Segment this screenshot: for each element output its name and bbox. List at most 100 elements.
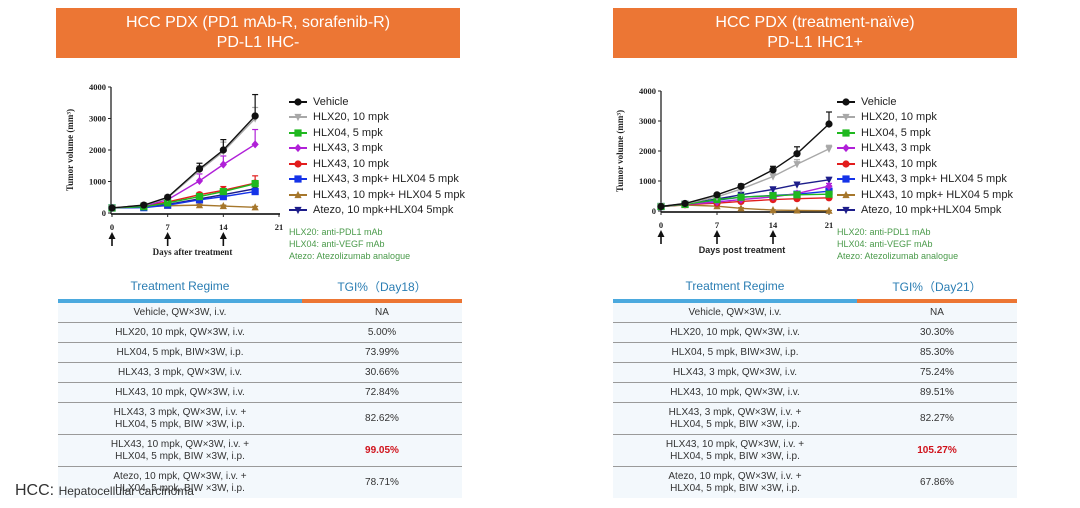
legend-label: HLX43, 3 mpk+ HLX04 5 mpk bbox=[861, 173, 1007, 186]
table-row: HLX43, 10 mpk, QW×3W, i.v. + HLX04, 5 mpk… bbox=[58, 435, 462, 467]
data-point bbox=[793, 150, 801, 158]
legend-label: HLX43, 10 mpk+ HLX04 5 mpk bbox=[313, 188, 465, 201]
series-hlx20-10-mpk bbox=[108, 106, 259, 213]
dosing-arrow-icon bbox=[219, 232, 227, 246]
regime-line: HLX04, 5 mpk, BIW ×3W, i.p. bbox=[115, 482, 245, 494]
legend-symbol bbox=[294, 160, 302, 168]
legend-label: HLX43, 10 mpk bbox=[313, 157, 389, 170]
table-row: HLX43, 3 mpk, QW×3W, i.v. + HLX04, 5 mpk,… bbox=[58, 403, 462, 435]
legend-item: HLX43, 3 mpk bbox=[289, 141, 465, 157]
legend-symbol bbox=[294, 144, 302, 153]
data-point bbox=[769, 186, 777, 194]
tgi-table: Treatment Regime TGI%（Day18） Vehicle, QW×3… bbox=[58, 273, 462, 498]
x-tick-label: 7 bbox=[715, 220, 720, 230]
regime-cell: HLX43, 10 mpk, QW×3W, i.v. bbox=[58, 387, 302, 399]
tgi-value: 75.24% bbox=[920, 366, 954, 378]
data-point bbox=[195, 201, 204, 209]
data-point bbox=[793, 206, 801, 214]
y-tick-label: 3000 bbox=[89, 114, 106, 124]
tgi-value: 105.27% bbox=[917, 444, 957, 456]
y-tick-label: 0 bbox=[652, 206, 656, 216]
legend-item: HLX20, 10 mpk bbox=[837, 110, 1013, 126]
legend-marker-icon bbox=[837, 143, 855, 153]
data-point bbox=[164, 199, 172, 207]
chart-legend: Vehicle HLX20, 10 mpk HLX04, 5 mpk HLX43, 3… bbox=[837, 94, 1013, 262]
tgi-value: 73.99% bbox=[365, 346, 399, 358]
legend-item: HLX04, 5 mpk bbox=[289, 125, 465, 141]
table-row: HLX43, 3 mpk, QW×3W, i.v. 30.66% bbox=[58, 363, 462, 383]
note-line: Atezo: Atezolizumab analogue bbox=[837, 251, 959, 261]
tgi-value: 82.62% bbox=[365, 412, 399, 424]
note-line: HLX20: anti-PDL1 mAb bbox=[289, 227, 383, 237]
series-line bbox=[111, 115, 256, 209]
y-tick-label: 4000 bbox=[89, 82, 106, 92]
data-point bbox=[825, 120, 833, 128]
table-row: HLX43, 10 mpk, QW×3W, i.v. 89.51% bbox=[613, 383, 1017, 403]
data-point bbox=[195, 176, 204, 185]
data-point bbox=[825, 182, 833, 191]
y-tick-label: 1000 bbox=[639, 176, 656, 186]
table-row: HLX43, 10 mpk, QW×3W, i.v. 72.84% bbox=[58, 383, 462, 403]
data-point bbox=[219, 187, 227, 196]
table-row: HLX20, 10 mpk, QW×3W, i.v. 5.00% bbox=[58, 323, 462, 343]
legend-symbol bbox=[842, 160, 850, 168]
footnote: HCC: Hepatocellular carcinoma bbox=[15, 482, 194, 500]
regime-line: HLX43, 3 mpk, QW×3W, i.v. + bbox=[113, 406, 247, 418]
data-point bbox=[195, 165, 204, 173]
panel-left: HCC PDX (PD1 mAb-R, sorafenib-R) PD-L1 I… bbox=[0, 0, 540, 498]
y-tick-label: 2000 bbox=[89, 145, 106, 155]
tgi-value: NA bbox=[930, 306, 944, 318]
legend-marker-icon bbox=[289, 128, 307, 138]
data-point bbox=[219, 160, 227, 169]
legend-item: Vehicle bbox=[837, 94, 1013, 110]
legend-symbol bbox=[842, 144, 850, 153]
series-line bbox=[111, 190, 256, 209]
legend-marker-icon bbox=[837, 190, 855, 200]
legend-marker-icon bbox=[289, 143, 307, 153]
data-point bbox=[793, 161, 801, 169]
banner-title: HCC PDX (PD1 mAb-R, sorafenib-R) bbox=[125, 14, 391, 31]
legend-marker-icon bbox=[837, 174, 855, 184]
regime-line: HLX20, 10 mpk, QW×3W, i.v. bbox=[670, 326, 800, 338]
dosing-arrow-icon bbox=[769, 230, 777, 244]
regime-line: HLX43, 3 mpk, QW×3W, i.v. bbox=[672, 366, 798, 378]
data-point bbox=[219, 146, 227, 154]
legend-item: Atezo, 10 mpk+HLX04 5mpk bbox=[289, 203, 465, 219]
legend-label: Atezo, 10 mpk+HLX04 5mpk bbox=[313, 204, 454, 217]
legend-label: HLX20, 10 mpk bbox=[861, 111, 937, 124]
data-point bbox=[108, 204, 116, 212]
regime-line: HLX04, 5 mpk, BIW ×3W, i.p. bbox=[670, 482, 800, 494]
x-tick-label: 0 bbox=[110, 222, 114, 232]
regime-cell: HLX43, 10 mpk, QW×3W, i.v. bbox=[613, 387, 857, 399]
series-vehicle bbox=[657, 111, 833, 211]
legend-symbol bbox=[842, 207, 850, 215]
note-line: HLX20: anti-PDL1 mAb bbox=[837, 227, 931, 237]
data-point bbox=[737, 193, 745, 201]
y-tick-label: 3000 bbox=[639, 116, 656, 126]
legend-label: HLX43, 3 mpk+ HLX04 5 mpk bbox=[313, 173, 459, 186]
table-header: Treatment Regime TGI%（Day21） bbox=[613, 273, 1017, 299]
table-row: HLX43, 3 mpk, QW×3W, i.v. 75.24% bbox=[613, 363, 1017, 383]
data-point bbox=[793, 181, 801, 189]
regime-line: HLX04, 5 mpk, BIW ×3W, i.p. bbox=[670, 418, 800, 430]
legend-symbol bbox=[842, 114, 850, 122]
regime-line: HLX43, 3 mpk, QW×3W, i.v. bbox=[117, 366, 243, 378]
legend-symbol bbox=[294, 129, 302, 137]
legend-label: HLX04, 5 mpk bbox=[861, 126, 931, 139]
data-point bbox=[251, 180, 259, 188]
x-axis-label: Days post treatment bbox=[699, 245, 786, 255]
regime-cell: Atezo, 10 mpk, QW×3W, i.v. + HLX04, 5 mpk… bbox=[613, 471, 857, 495]
x-axis-label: Days after treatment bbox=[153, 247, 233, 257]
regime-line: HLX43, 10 mpk, QW×3W, i.v. + bbox=[110, 438, 250, 450]
legend-item: HLX43, 10 mpk bbox=[289, 156, 465, 172]
banner-subtitle: PD-L1 IHC- bbox=[216, 34, 300, 51]
data-point bbox=[164, 193, 172, 201]
data-point bbox=[195, 193, 204, 201]
legend-symbol bbox=[842, 190, 850, 198]
legend-label: HLX43, 3 mpk bbox=[313, 142, 383, 155]
data-point bbox=[737, 182, 745, 190]
dosing-arrow-icon bbox=[713, 230, 721, 244]
regime-line: HLX43, 10 mpk, QW×3W, i.v. bbox=[670, 386, 800, 398]
legend-symbol bbox=[842, 98, 850, 106]
y-axis-label: Tumor volume (mm³) bbox=[65, 109, 75, 191]
